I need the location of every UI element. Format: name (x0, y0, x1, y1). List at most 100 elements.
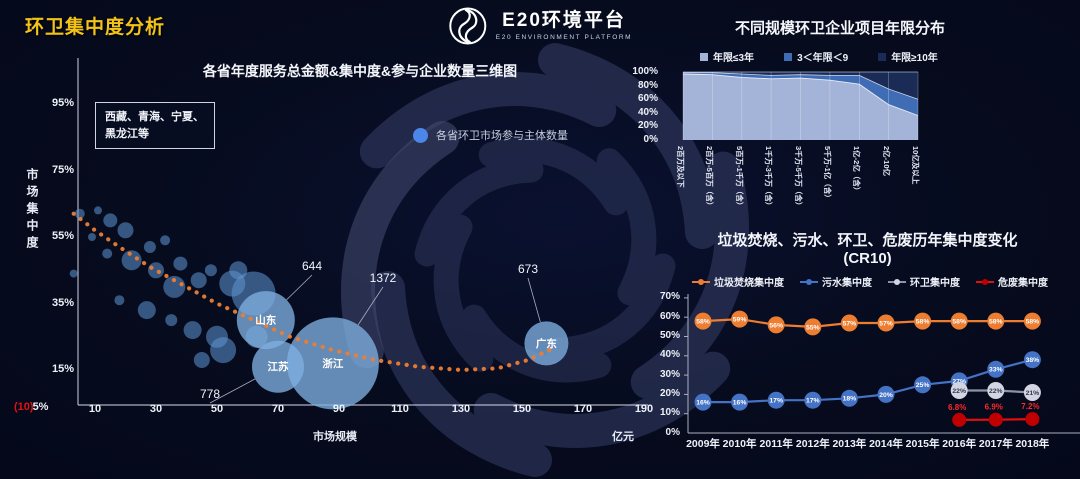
line-x-label: 2009年 (686, 438, 720, 450)
legend-line-marker-icon (888, 278, 906, 286)
data-label: 57% (879, 320, 893, 327)
bubble (94, 206, 102, 215)
line-x-label: 2013年 (832, 438, 867, 450)
line-y-tick: 70% (659, 291, 680, 303)
area-y-tick: 40% (637, 106, 658, 118)
data-label: 59% (733, 317, 747, 324)
bubble (143, 241, 156, 253)
bubble-province-label: 广东 (536, 337, 557, 350)
area-y-tick: 60% (637, 93, 658, 105)
area-y-tick: 0% (643, 134, 658, 145)
line-x-label: 2015年 (905, 438, 940, 450)
e20-logo-icon (449, 7, 487, 45)
data-label: 58% (952, 319, 966, 326)
bubble-y-tick: 35% (51, 296, 74, 309)
callout-line (357, 286, 384, 326)
data-label: 27% (952, 378, 966, 385)
legend-line-marker-icon (976, 278, 994, 286)
bubble-origin-label: (10)5% (14, 401, 49, 413)
data-label: 22% (952, 388, 966, 395)
origin-negative-note: (10) (14, 401, 34, 413)
data-point (950, 312, 968, 330)
area-x-label: 5百万-1千万（含） (734, 146, 744, 210)
data-label: 18% (843, 396, 857, 403)
data-point (694, 312, 712, 330)
callout-line (286, 274, 313, 301)
line-y-tick: 60% (659, 310, 680, 322)
bubble-y-tick: 95% (51, 97, 74, 109)
line-x-label: 2014年 (869, 438, 903, 450)
line-legend-item: 垃圾焚烧集中度 (692, 274, 784, 289)
bubble-x-tick: 190 (634, 403, 654, 415)
area-chart-title: 不同规模环卫企业项目年限分布 (734, 20, 945, 37)
logo-subtitle: E20 ENVIRONMENT PLATFORM (495, 33, 633, 41)
page-title: 环卫集中度分析 (25, 17, 166, 38)
e20-logo: E20环境平台 E20 ENVIRONMENT PLATFORM (448, 6, 632, 46)
data-point (1023, 312, 1041, 330)
data-label: 56% (769, 322, 783, 329)
bubble-x-tick: 50 (210, 403, 224, 415)
bubble (229, 261, 248, 280)
line-y-tick: 10% (659, 407, 680, 419)
area-x-label: 10亿及以上 (911, 146, 920, 185)
annotation-box: 西藏、青海、宁夏、黑龙江等 (95, 102, 215, 149)
data-label: 7.2% (1021, 402, 1039, 411)
line-legend-item: 污水集中度 (800, 274, 872, 289)
bubble (193, 352, 210, 368)
data-point (694, 393, 712, 411)
bubble-x-tick: 170 (573, 403, 593, 415)
data-label: 21% (1026, 390, 1040, 397)
bubble-count-label: 1372 (370, 271, 397, 285)
bubble-x-unit: 亿元 (612, 431, 634, 443)
bubble-y-axis-label: 市场集中度 (25, 168, 39, 253)
data-point (877, 385, 895, 403)
area-x-label: 1亿-2亿（含） (852, 146, 862, 195)
data-label: 17% (769, 398, 783, 405)
data-point (877, 314, 895, 332)
line-legend-item: 危废集中度 (976, 274, 1048, 289)
data-point (987, 312, 1005, 330)
area-x-label: 2百万及以下 (676, 146, 685, 188)
data-label: 16% (696, 400, 710, 407)
data-point (952, 412, 967, 427)
data-label: 55% (806, 324, 820, 331)
area-layer-ge10yr (683, 72, 918, 100)
area-layer-3to9yr (683, 72, 918, 116)
bubble (88, 233, 96, 241)
line-chart-subtitle: (CR10) (843, 250, 892, 267)
bubble (148, 262, 164, 279)
series-line (703, 358, 1033, 404)
bubble-legend: 各省环卫市场参与主体数量 (413, 127, 568, 143)
data-point (987, 382, 1005, 399)
bubble-x-tick: 150 (512, 403, 532, 415)
bubble (114, 295, 125, 306)
data-point (840, 314, 858, 332)
bubble-province-label: 江苏 (268, 360, 289, 373)
bubble-x-tick: 30 (149, 403, 163, 415)
data-point (1025, 412, 1040, 427)
bubble (163, 275, 186, 298)
line-y-tick: 20% (659, 387, 680, 399)
line-x-label: 2017年 (978, 438, 1013, 450)
bubble (165, 314, 178, 327)
area-chart-legend: 年限≤3年 3＜年限＜9 年限≥10年 (700, 49, 938, 64)
line-y-tick: 50% (659, 330, 680, 341)
bubble-x-tick: 130 (451, 403, 471, 415)
trendline (71, 211, 555, 373)
bubble (121, 250, 142, 271)
bubble (183, 321, 202, 340)
data-point (987, 360, 1005, 378)
area-legend-item: 年限≥10年 (878, 49, 938, 64)
line-x-label: 2016年 (942, 438, 977, 450)
line-chart-title: 垃圾焚烧、污水、环卫、危废历年集中度变化 (717, 232, 1018, 249)
bubble (69, 269, 78, 278)
area-chart (682, 71, 919, 140)
data-label: 58% (1026, 319, 1040, 326)
legend-swatch-icon (784, 52, 793, 61)
bubble-山东 (236, 291, 295, 350)
data-point (988, 412, 1003, 427)
bubble-count-label: 673 (518, 262, 538, 276)
data-point (914, 376, 932, 394)
area-legend-item: 3＜年限＜9 (784, 49, 848, 64)
line-x-label: 2018年 (1015, 438, 1050, 450)
